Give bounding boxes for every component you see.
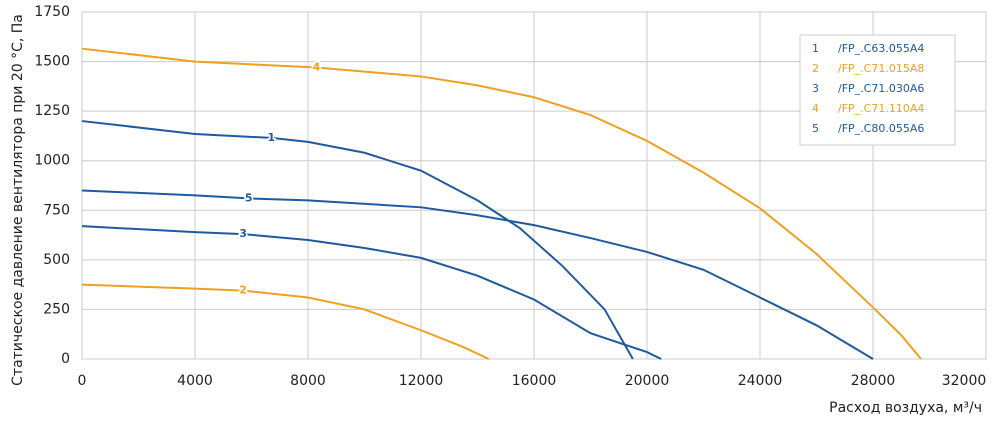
y-tick-label: 750 (43, 202, 70, 218)
y-axis-label: Статическое давление вентилятора при 20 … (10, 14, 26, 386)
y-tick-label: 1500 (34, 54, 70, 70)
legend-label: /FP_.C80.055A6 (838, 122, 924, 135)
legend-number: 5 (812, 122, 819, 135)
legend-label: /FP_.C71.030A6 (838, 82, 924, 95)
x-axis-label: Расход воздуха, м³/ч (829, 400, 982, 416)
legend-label: /FP_.C63.055A4 (838, 42, 924, 55)
legend-number: 2 (812, 62, 819, 75)
x-tick-label: 8000 (290, 373, 326, 389)
x-tick-label: 16000 (512, 373, 557, 389)
curve (81, 120, 634, 360)
legend-number: 3 (812, 82, 819, 95)
curve (81, 47, 922, 360)
curve-label: 1 (267, 131, 275, 144)
y-tick-label: 500 (43, 252, 70, 268)
legend-number: 4 (812, 102, 819, 115)
curve (81, 225, 662, 360)
legend-label: /FP_.C71.015A8 (838, 62, 924, 75)
y-tick-label: 1000 (34, 153, 70, 169)
legend-number: 1 (812, 42, 819, 55)
curve-label: 4 (313, 61, 321, 74)
curve-label: 5 (245, 191, 253, 204)
y-tick-label: 1250 (34, 103, 70, 119)
x-tick-label: 4000 (177, 373, 213, 389)
legend-box (799, 34, 956, 146)
x-tick-label: 20000 (625, 373, 670, 389)
curve (81, 283, 490, 360)
y-tick-label: 0 (61, 351, 70, 367)
x-tick-label: 12000 (399, 373, 444, 389)
curve-label: 2 (239, 284, 247, 297)
curve (81, 189, 874, 360)
y-tick-label: 1750 (34, 4, 70, 20)
x-tick-label: 32000 (942, 373, 987, 389)
x-tick-label: 0 (78, 373, 87, 389)
x-tick-label: 28000 (851, 373, 896, 389)
y-tick-label: 250 (43, 301, 70, 317)
curve-label: 3 (239, 227, 247, 240)
legend-label: /FP_.C71.110A4 (838, 102, 924, 115)
x-tick-label: 24000 (738, 373, 783, 389)
